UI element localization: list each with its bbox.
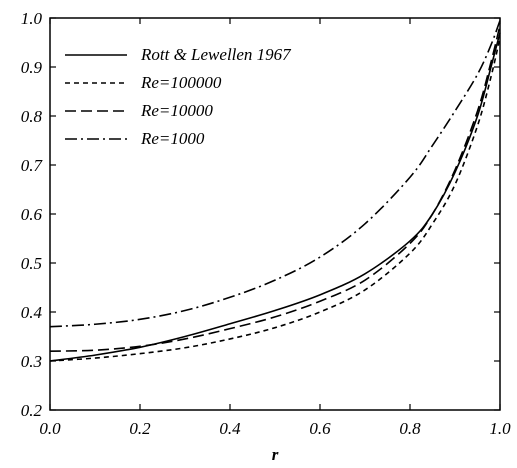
y-tick-label: 0.8 (21, 107, 43, 126)
series-lines (49, 20, 501, 362)
x-tick-label: 0.2 (129, 419, 151, 438)
y-tick-label: 0.9 (21, 58, 43, 77)
series-line-4 (49, 20, 501, 328)
axis-ticks: 0.20.30.40.50.60.70.80.91.00.0 0.2 0.4 0.6 0… (21, 9, 511, 438)
legend-label-2: Re=100000 (140, 73, 222, 92)
y-tick-label: 0.2 (21, 401, 43, 420)
x-tick-label: 1.0 (489, 419, 511, 438)
x-tick-label: 0.8 (399, 419, 421, 438)
x-axis-label: r (272, 445, 279, 464)
y-tick-label: 0.4 (21, 303, 43, 322)
x-tick-label: 0.6 (309, 419, 331, 438)
legend-label-4: Re=1000 (140, 129, 205, 148)
y-tick-label: 0.6 (21, 205, 43, 224)
series-line-1 (49, 32, 501, 362)
legend: Rott & Lewellen 1967 Re=100000 Re=10000 Re=… (65, 45, 292, 148)
x-tick-label: 0.0 (39, 419, 61, 438)
legend-label-3: Re=10000 (140, 101, 213, 120)
series-line-2 (49, 37, 501, 362)
y-tick-label: 0.3 (21, 352, 42, 371)
legend-label-1: Rott & Lewellen 1967 (140, 45, 292, 64)
y-tick-label: 1.0 (21, 9, 43, 28)
x-tick-label: 0.4 (219, 419, 241, 438)
plot-frame (49, 17, 501, 411)
y-tick-label: 0.7 (21, 156, 44, 175)
y-tick-label: 0.5 (21, 254, 42, 273)
series-line-3 (49, 25, 501, 352)
